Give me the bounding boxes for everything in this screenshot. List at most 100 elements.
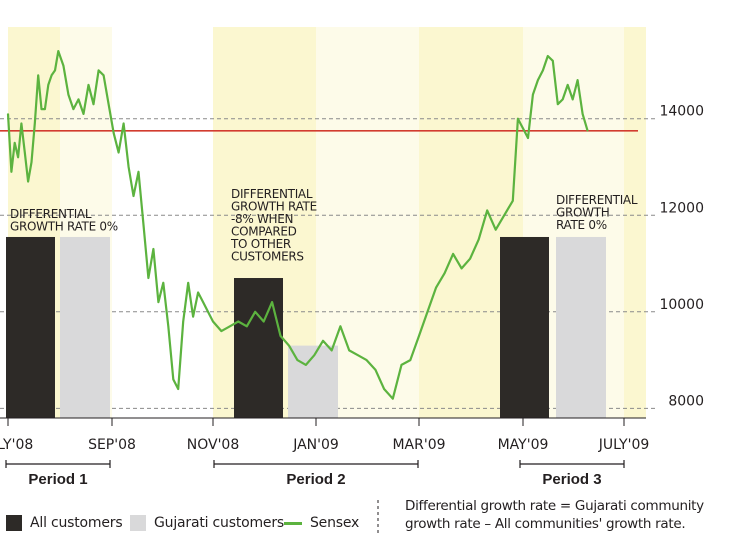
sensex-point-4 [20, 122, 23, 125]
annotation-3-line-2: GROWTH [556, 206, 610, 220]
sensex-point-28 [122, 122, 125, 125]
period-label-1: Period 1 [28, 471, 87, 488]
sensex-point-7 [30, 161, 33, 163]
x-tick-label-4: MAR'09 [392, 437, 445, 453]
sensex-point-0 [7, 113, 9, 115]
sensex-point-16 [62, 64, 65, 67]
sensex-point-88 [547, 55, 549, 57]
bar-gujarati-customers-3 [556, 236, 606, 418]
sensex-point-12 [47, 84, 50, 86]
sensex-point-64 [365, 359, 368, 361]
sensex-point-45 [207, 311, 209, 313]
sensex-point-73 [443, 272, 446, 275]
sensex-point-94 [576, 79, 579, 81]
annotation-2-line-1: DIFFERENTIAL [231, 187, 313, 201]
sensex-point-10 [40, 108, 43, 110]
sensex-point-9 [37, 74, 39, 77]
sensex-point-71 [426, 311, 429, 313]
legend-label-all-customers: All customers [30, 515, 123, 531]
annotation-1-line-2: GROWTH RATE 0% [10, 220, 118, 234]
sensex-point-17 [67, 93, 70, 96]
sensex-point-24 [102, 74, 105, 77]
annotation-2-line-2: GROWTH RATE [231, 200, 317, 214]
y-tick-label-14000: 14000 [659, 104, 704, 120]
annotation-2-line-3: -8% WHEN [231, 212, 293, 226]
y-tick-label-10000: 10000 [659, 297, 704, 313]
sensex-point-80 [503, 214, 506, 217]
sensex-point-38 [172, 378, 175, 381]
sensex-point-42 [192, 315, 194, 318]
sensex-point-35 [157, 301, 160, 303]
sensex-point-53 [271, 301, 273, 303]
sensex-point-91 [561, 98, 564, 101]
period-brackets: Period 1 Period 2 Period 3 [5, 460, 625, 488]
sensex-point-25 [107, 103, 110, 105]
sensex-point-48 [229, 325, 231, 328]
sensex-point-55 [288, 344, 290, 347]
sensex-point-79 [494, 228, 497, 231]
sensex-point-49 [237, 320, 240, 323]
sensex-point-11 [44, 108, 46, 110]
x-tick-label-2: NOV'08 [187, 437, 240, 453]
sensex-point-87 [542, 69, 544, 72]
annotation-3-line-3: RATE 0% [556, 218, 607, 232]
sensex-point-34 [152, 248, 155, 250]
x-tick-label-1: SEP'08 [88, 437, 136, 453]
sensex-point-61 [339, 325, 342, 328]
x-axis: JULY'08 SEP'08 NOV'08 JAN'09 MAR'09 MAY'09 JUL… [0, 417, 649, 453]
sensex-point-74 [452, 253, 454, 255]
sensex-point-72 [435, 286, 437, 289]
sensex-point-66 [383, 388, 385, 390]
sensex-point-30 [132, 195, 135, 197]
sensex-point-95 [581, 113, 584, 115]
sensex-point-85 [532, 93, 534, 96]
footnote: Differential growth rate = Gujarati comm… [405, 498, 704, 532]
sensex-point-51 [254, 311, 256, 313]
bar-gujarati-customers-1 [60, 236, 110, 418]
sensex-point-69 [409, 359, 412, 361]
sensex-point-58 [313, 354, 316, 357]
legend-swatch-gujarati-customers [130, 515, 146, 531]
sensex-point-33 [147, 277, 150, 279]
sensex-point-54 [279, 335, 282, 337]
sensex-point-60 [330, 349, 333, 352]
sensex-point-3 [17, 156, 19, 159]
y-tick-label-12000: 12000 [659, 200, 704, 216]
sensex-point-37 [167, 325, 170, 328]
legend-sensex: Sensex [284, 505, 359, 541]
sensex-point-89 [552, 60, 554, 62]
sensex-point-92 [566, 84, 569, 86]
bar-all-customers-3 [500, 236, 549, 418]
sensex-point-59 [322, 340, 324, 342]
sensex-point-62 [348, 349, 351, 352]
sensex-point-8 [34, 122, 36, 125]
annotation-2-line-6: CUSTOMERS [231, 250, 304, 264]
y-tick-label-8000: 8000 [668, 393, 704, 409]
period-label-2: Period 2 [286, 471, 345, 488]
sensex-point-57 [305, 364, 307, 366]
period-label-3: Period 3 [542, 471, 601, 488]
sensex-point-26 [112, 132, 115, 134]
sensex-point-86 [537, 79, 539, 81]
annotation-2-line-4: COMPARED [231, 225, 297, 239]
sensex-point-63 [357, 354, 359, 357]
sensex-point-67 [392, 397, 394, 400]
sensex-point-84 [527, 137, 529, 139]
sensex-point-65 [374, 368, 377, 371]
sensex-point-43 [197, 291, 199, 294]
sensex-point-41 [187, 282, 189, 284]
sensex-point-96 [586, 130, 589, 132]
annotation-2-line-5: TO OTHER [230, 237, 291, 251]
annotation-1-line-1: DIFFERENTIAL [10, 207, 92, 221]
bar-all-customers-1 [6, 236, 55, 418]
sensex-point-83 [522, 127, 524, 130]
sensex-point-36 [162, 282, 165, 284]
sensex-point-1 [10, 171, 13, 173]
sensex-point-27 [117, 151, 120, 154]
sensex-point-32 [142, 224, 145, 226]
sensex-point-19 [77, 98, 80, 101]
sensex-point-78 [486, 209, 489, 212]
sensex-point-18 [72, 108, 75, 110]
sensex-point-82 [517, 117, 519, 120]
sensex-point-15 [57, 50, 60, 52]
